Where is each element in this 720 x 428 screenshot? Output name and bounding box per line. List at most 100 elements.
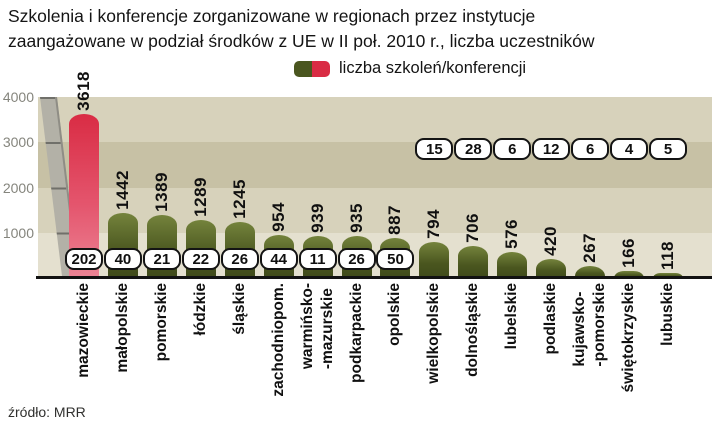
category-label-line: warmińsko- — [298, 283, 316, 370]
conference-count-badge: 26 — [337, 248, 376, 270]
bar-value-label: 954 — [269, 202, 289, 232]
category-label-line: pomorskie — [152, 283, 170, 362]
bar-value-text: 954 — [268, 201, 288, 232]
legend: liczba szkoleń/konferencji — [294, 59, 526, 78]
category-label-kujawsko--pomorskie: kujawsko- -pomorskie — [571, 283, 609, 367]
bar-value-text: 118 — [658, 240, 677, 270]
category-label-podkarpackie: podkarpackie — [348, 283, 366, 383]
category-label-wielkopolskie: wielkopolskie — [425, 283, 443, 384]
bar-value-label: 166 — [619, 238, 639, 268]
category-label-świętokrzyskie: świętokrzyskie — [620, 283, 638, 392]
category-label-line: podkarpackie — [347, 283, 365, 383]
category-label-mazowieckie: mazowieckie — [75, 283, 93, 378]
conference-count-badge: 15 — [415, 138, 454, 160]
category-label-zachodniopom.: zachodniopom. — [270, 283, 288, 397]
conference-count-badge: 11 — [298, 248, 337, 270]
bar-wielkopolskie — [419, 242, 450, 278]
category-label-line: kujawsko- — [571, 291, 589, 367]
bar-value-text: 706 — [463, 213, 483, 244]
bar-dolnośląskie — [458, 246, 489, 278]
chart-title-line1: Szkolenia i konferencje zorganizowane w … — [8, 6, 536, 26]
category-label-line: opolskie — [386, 283, 404, 346]
category-label-podlaskie: podlaskie — [542, 283, 560, 355]
bar-value-label: 118 — [658, 241, 678, 270]
category-label-line: lubuskie — [659, 283, 676, 346]
bar-value-text: 939 — [307, 202, 327, 233]
conference-count-badge: 26 — [220, 248, 259, 270]
bar-value-label: 935 — [347, 203, 367, 233]
y-tick-label: 3000 — [2, 134, 34, 151]
bar-value-label: 267 — [580, 233, 600, 263]
category-label-line: lubelskie — [503, 283, 521, 350]
bar-value-label: 794 — [424, 209, 444, 239]
bar-value-text: 1289 — [190, 176, 210, 217]
bar-value-label: 576 — [502, 219, 522, 249]
bar-podlaskie — [536, 259, 567, 278]
chart-title-line2: zaangażowane w podział środków z UE w II… — [8, 30, 595, 51]
plot-band — [38, 97, 712, 143]
bar-value-text: 935 — [346, 202, 366, 233]
source-note: źródło: MRR — [8, 404, 86, 420]
conference-count-badge: 12 — [532, 138, 571, 160]
bar-value-text: 887 — [385, 205, 405, 235]
category-label-opolskie: opolskie — [386, 283, 404, 346]
category-label-line: -mazurskie — [318, 288, 336, 370]
conference-count-badge: 202 — [65, 248, 103, 270]
bar-value-text: 576 — [502, 219, 522, 249]
conference-count-badge: 6 — [571, 138, 610, 160]
bar-lubuskie — [653, 272, 683, 278]
legend-label: liczba szkoleń/konferencji — [339, 59, 527, 77]
chart-title: Szkolenia i konferencje zorganizowane w … — [8, 4, 595, 54]
category-label-śląskie: śląskie — [231, 283, 249, 335]
bar-value-label: 939 — [308, 203, 328, 233]
bar-value-label: 3618 — [74, 71, 94, 111]
bar-lubelskie — [497, 251, 528, 278]
y-tick-label: 4000 — [2, 89, 34, 105]
conference-count-badge: 44 — [259, 248, 298, 270]
bar-value-label: 420 — [541, 226, 561, 256]
bar-value-text: 166 — [619, 237, 639, 268]
bar-value-text: 1442 — [112, 169, 132, 210]
category-label-line: łódzkie — [191, 283, 209, 336]
bar-value-text: 3618 — [74, 71, 93, 112]
category-label-line: mazowieckie — [75, 283, 92, 378]
conference-count-badge: 50 — [376, 248, 415, 270]
category-label-line: małopolskie — [113, 283, 131, 373]
category-label-małopolskie: małopolskie — [114, 283, 132, 373]
bar-value-text: 794 — [424, 209, 444, 240]
conference-count-badge: 22 — [181, 248, 220, 270]
bar-value-text: 1245 — [229, 178, 249, 219]
conference-count-badge: 21 — [142, 248, 181, 270]
conference-count-badge: 28 — [454, 138, 493, 160]
plot-band — [38, 187, 712, 233]
conference-count-badge: 5 — [649, 138, 687, 160]
bar-value-text: 1389 — [151, 172, 171, 213]
conference-count-badge: 4 — [610, 138, 649, 160]
category-label-line: zachodniopom. — [269, 283, 287, 397]
category-label-line: świętokrzyskie — [620, 283, 638, 393]
legend-swatch-icon — [294, 60, 330, 77]
bar-value-label: 1389 — [152, 172, 172, 212]
category-label-pomorskie: pomorskie — [153, 283, 171, 361]
bar-value-label: 1245 — [230, 179, 250, 219]
bar-value-text: 267 — [580, 233, 600, 263]
bar-value-label: 706 — [463, 213, 483, 243]
category-label-łódzkie: łódzkie — [192, 283, 210, 336]
conference-count-badge: 6 — [493, 138, 532, 160]
bar-value-label: 1442 — [113, 170, 133, 210]
bar-kujawsko--pomorskie — [575, 265, 606, 278]
y-tick-label: 1000 — [2, 224, 34, 241]
conference-count-badge: 40 — [103, 248, 142, 270]
category-label-dolnośląskie: dolnośląskie — [464, 283, 482, 377]
x-axis-line — [36, 276, 712, 279]
category-label-line: dolnośląskie — [464, 283, 482, 377]
bar-value-text: 420 — [541, 226, 561, 256]
category-label-lubuskie: lubuskie — [659, 283, 677, 346]
category-label-lubelskie: lubelskie — [503, 283, 521, 349]
category-label-line: podlaskie — [542, 283, 560, 355]
category-label-line: wielkopolskie — [425, 283, 443, 384]
category-label-line: -pomorskie — [591, 283, 609, 367]
y-tick-label: 2000 — [2, 179, 34, 196]
bar-value-label: 1289 — [191, 177, 211, 217]
